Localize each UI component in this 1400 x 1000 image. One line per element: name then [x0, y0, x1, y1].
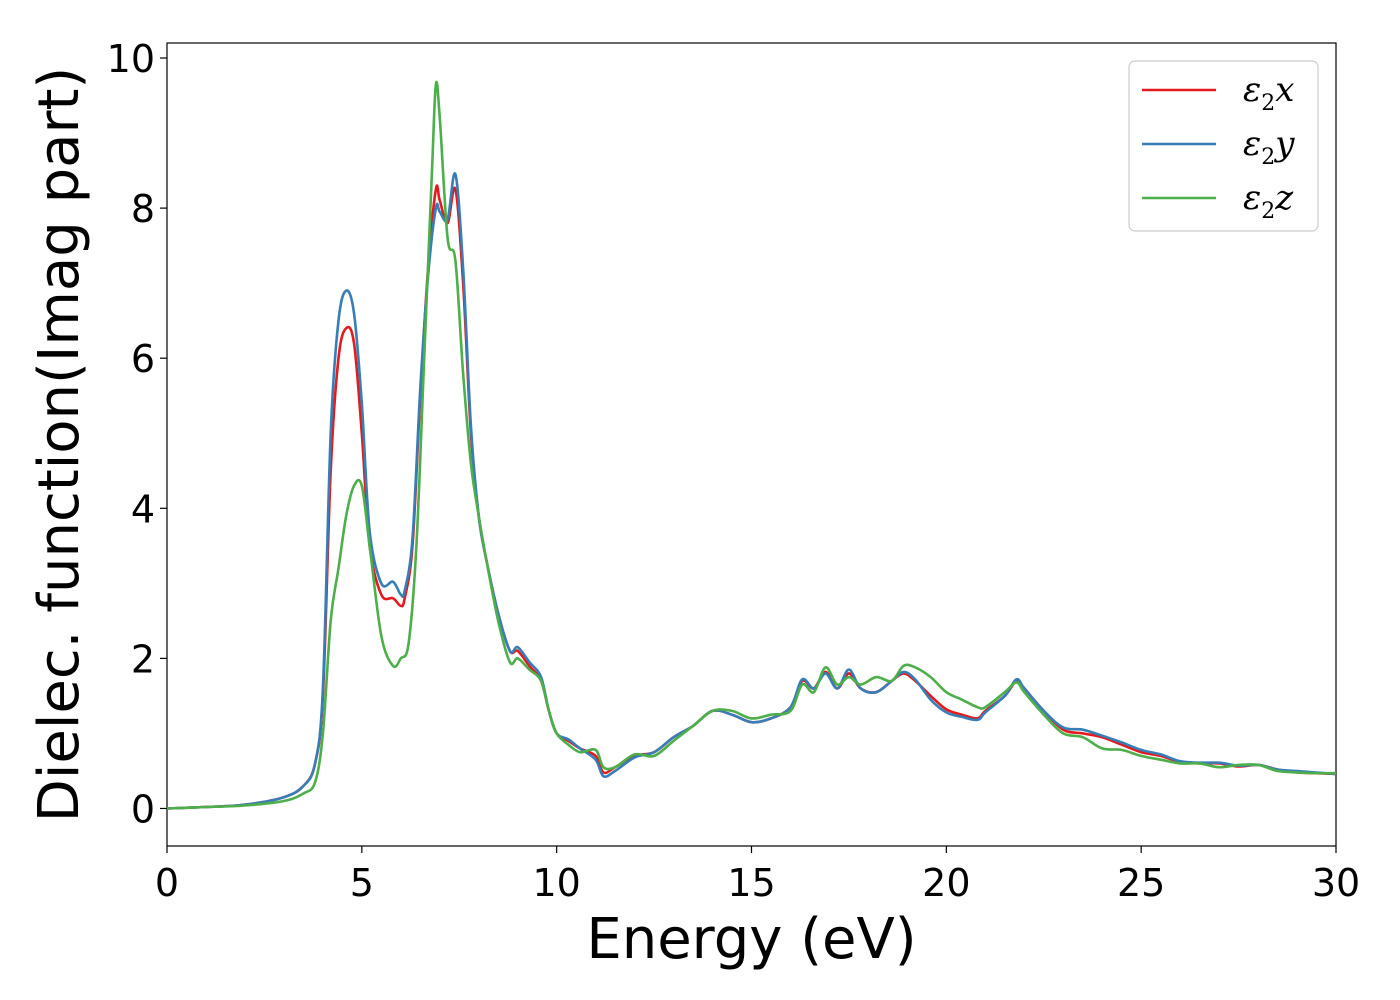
legend: ε2x ε2y ε2z — [1128, 60, 1319, 232]
y-ticks: 0 2 4 6 8 10 — [107, 37, 167, 831]
y-tick-label: 0 — [131, 787, 155, 831]
x-tick-label: 10 — [532, 861, 580, 905]
y-tick-label: 8 — [131, 187, 155, 231]
x-ticks: 0 5 10 15 20 25 30 — [155, 846, 1360, 905]
series-line-2 — [166, 172, 1337, 810]
y-axis-label: Dielec. function(Imag part) — [27, 67, 92, 823]
series-line-3 — [166, 80, 1337, 810]
x-tick-label: 5 — [350, 861, 374, 905]
x-tick-label: 15 — [727, 861, 775, 905]
y-tick-label: 10 — [107, 37, 155, 81]
legend-label-3: ε2z — [1243, 178, 1294, 224]
x-tick-label: 30 — [1312, 861, 1360, 905]
x-tick-label: 25 — [1117, 861, 1165, 905]
y-tick-label: 6 — [131, 337, 155, 381]
legend-box — [1128, 60, 1319, 232]
x-tick-label: 20 — [922, 861, 970, 905]
y-tick-label: 2 — [131, 637, 155, 681]
x-tick-label: 0 — [155, 861, 179, 905]
x-axis-label: Energy (eV) — [586, 907, 916, 972]
legend-label-1: ε2x — [1243, 70, 1294, 116]
legend-label-2: ε2y — [1243, 124, 1295, 170]
series-layer — [166, 80, 1337, 810]
y-tick-label: 4 — [131, 487, 155, 531]
